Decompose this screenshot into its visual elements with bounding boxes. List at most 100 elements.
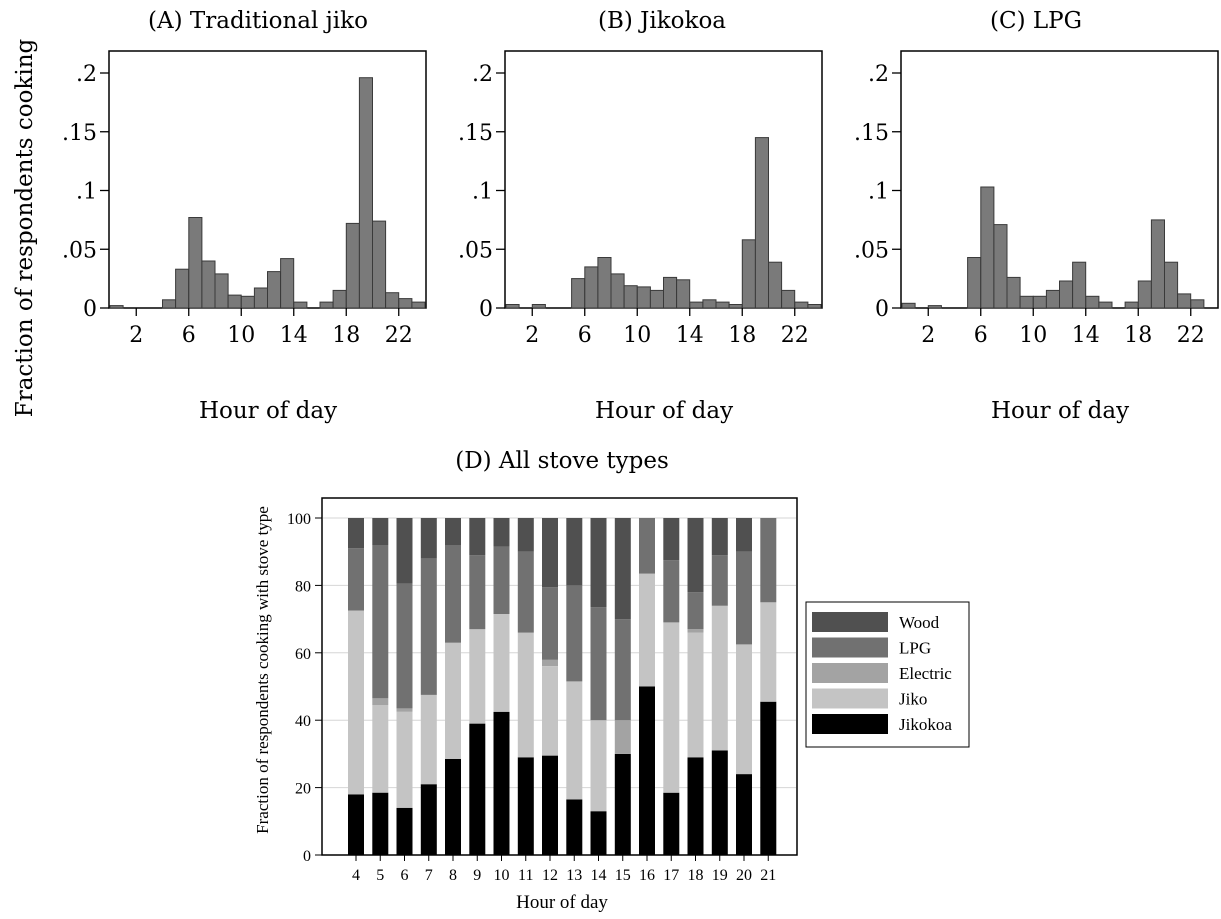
panel-d-bar-segment (590, 518, 607, 608)
panel-d-x-tick-label: 9 (473, 867, 481, 884)
panel-d-bar-segment (493, 711, 510, 855)
panel-a-bar (267, 271, 282, 309)
panel-b-bar (754, 137, 770, 309)
legend-label: Jiko (899, 690, 927, 709)
panel-b-y-ticks: 0 .05 .1 .15 .2 (458, 62, 505, 322)
panel-d-y-tick-label: 60 (295, 646, 311, 663)
panel-c-x-tick-label: 14 (1072, 323, 1100, 348)
panel-d-x-tick-label: 4 (352, 867, 360, 884)
panel-c-x-tick-label: 2 (921, 323, 935, 348)
panel-d-y-tick-label: 100 (287, 511, 311, 528)
panel-d-bar-segment (760, 701, 777, 855)
panel-d-bar-segment (420, 518, 437, 559)
panel-d-bar-segment (639, 573, 655, 687)
panel-d-bar-segment (396, 708, 413, 712)
panel-d-bar-segment (348, 794, 364, 855)
panel-d-bar-segment (542, 666, 558, 756)
panel-d-y-tick-label: 0 (303, 848, 311, 865)
panel-d-bar-segment (445, 545, 461, 643)
panel-a-bar (214, 273, 229, 309)
panel-d-bar-segment (736, 551, 752, 645)
panel-d-x-tick-label: 10 (494, 867, 510, 884)
panel-d-bar-segment (372, 705, 389, 793)
panel-d-bar-segment (760, 518, 777, 603)
panel-a-bar (372, 220, 387, 309)
panel-d-bar-segment (663, 792, 680, 855)
panel-b-x-axis-label: Hour of day (595, 398, 733, 424)
panel-c-y-tick-label: .1 (868, 180, 889, 205)
panel-b-y-tick-label: .1 (472, 180, 493, 205)
panel-d-bar-segment (639, 686, 655, 855)
panel-c-x-tick-label: 10 (1019, 323, 1047, 348)
panel-c-x-tick-label: 18 (1124, 323, 1152, 348)
panel-a-bar (253, 287, 268, 309)
panel-c-bar (1085, 295, 1100, 309)
panel-b-y-tick-label: 0 (479, 297, 493, 322)
panel-d-plot-frame (321, 497, 798, 856)
panel-b-bar (649, 289, 665, 309)
panel-a-bar (280, 258, 295, 309)
panel-d-bar-segment (614, 753, 631, 855)
panel-d-x-tick-label: 20 (736, 867, 752, 884)
panel-d-bar-segment (736, 644, 752, 775)
panel-a-y-tick-label: .05 (62, 238, 97, 263)
panel-d-bar-segment (687, 518, 704, 593)
panel-c-bar (1124, 301, 1139, 309)
panel-d-bar-segment (566, 518, 583, 586)
panel-b-bar (597, 257, 612, 309)
panel-d-x-tick-label: 11 (518, 867, 533, 884)
panel-a-traditional-jiko: (A) Traditional jiko 2 6 10 14 18 22 0 .05 .1 .1… (62, 8, 427, 424)
legend-swatch (812, 714, 888, 734)
shared-y-axis-label: Fraction of respondents cooking (12, 38, 38, 417)
panel-c-y-tick-label: .2 (868, 62, 889, 87)
panel-d-bar-segment (493, 518, 510, 547)
panel-d-bar-segment (711, 518, 728, 556)
panel-a-bar (398, 298, 413, 309)
panel-c-bar (1098, 301, 1113, 309)
panel-d-bar-segment (590, 720, 607, 812)
panel-b-bar (689, 301, 704, 309)
panel-d-bar-segment (687, 592, 704, 630)
panel-d-all-stove-types: (D) All stove types 4 5 6 7 8 9 10 11 12 13 14 15 16… (253, 448, 970, 913)
legend-label: Jikokoa (899, 715, 952, 734)
panel-b-jikokoa: (B) Jikokoa 2 6 10 14 18 22 0 .05 .1 .15 .2 Hour … (458, 8, 823, 424)
panel-d-bar-segment (711, 555, 728, 606)
panel-b-bar (741, 239, 756, 309)
panel-d-bar-segment (420, 694, 437, 785)
panel-d-bar-segment (542, 587, 558, 660)
panel-d-y-tick-label: 20 (295, 781, 311, 798)
legend-label: LPG (899, 639, 931, 658)
legend-label: Electric (899, 664, 952, 683)
panel-d-bar-segment (517, 757, 534, 855)
panel-b-x-tick-label: 18 (728, 323, 756, 348)
panel-d-x-tick-label: 15 (615, 867, 631, 884)
panel-d-bar-segment (469, 629, 486, 724)
panel-d-bar-segment (542, 659, 558, 667)
panel-c-bar (1006, 276, 1021, 309)
panel-d-bar-segment (566, 799, 583, 855)
panel-b-bar (571, 278, 586, 309)
panel-c-bar (1150, 219, 1166, 309)
panel-d-bar-segment (420, 784, 437, 855)
panel-a-y-tick-label: .2 (76, 62, 97, 87)
legend-swatch (812, 612, 888, 632)
panel-d-bar-segment (542, 518, 558, 588)
panel-b-bar (531, 304, 546, 309)
panel-a-x-tick-label: 2 (129, 323, 143, 348)
panel-d-x-tick-label: 21 (760, 867, 776, 884)
panel-b-x-tick-label: 10 (623, 323, 651, 348)
panel-c-bar (1045, 289, 1061, 309)
panel-b-x-tick-label: 14 (676, 323, 704, 348)
panel-d-bar-segment (614, 619, 631, 721)
panel-d-x-tick-label: 18 (688, 867, 704, 884)
panel-d-bar-segment (566, 585, 583, 682)
panel-d-y-axis-label: Fraction of respondents cooking with sto… (253, 506, 272, 834)
panel-c-bar (1190, 299, 1205, 309)
panel-d-y-tick-label: 80 (295, 578, 311, 595)
panel-c-y-tick-label: 0 (875, 297, 889, 322)
panel-a-x-ticks: 2 6 10 14 18 22 (129, 308, 413, 348)
panel-b-x-tick-label: 22 (781, 323, 809, 348)
panel-d-bar-segment (542, 755, 558, 855)
panel-b-y-tick-label: .2 (472, 62, 493, 87)
legend-swatch (812, 663, 888, 683)
